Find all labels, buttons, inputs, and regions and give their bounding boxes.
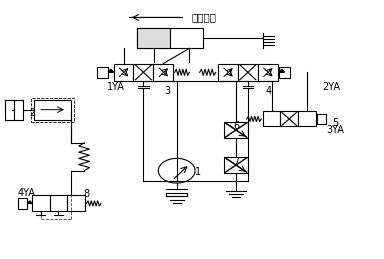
Bar (298, 111, 316, 126)
Bar (32, 196, 50, 211)
Text: 3: 3 (164, 86, 170, 96)
Bar (317, 114, 326, 124)
Bar (67, 196, 85, 211)
Text: 3YA: 3YA (326, 125, 344, 134)
Text: 1: 1 (195, 167, 201, 177)
Text: 2YA: 2YA (323, 82, 341, 92)
Text: 4YA: 4YA (18, 188, 36, 198)
Polygon shape (108, 69, 114, 72)
Bar (153, 63, 173, 81)
Bar (137, 28, 204, 48)
Text: 工作方向: 工作方向 (192, 12, 217, 23)
Polygon shape (279, 69, 285, 72)
Bar (280, 111, 298, 126)
Bar (279, 67, 290, 78)
Bar (31, 98, 74, 122)
Bar (98, 67, 108, 78)
Bar (218, 63, 238, 81)
Polygon shape (28, 201, 32, 203)
Text: 2: 2 (29, 108, 35, 118)
Bar (224, 122, 248, 138)
Bar (34, 100, 71, 120)
Text: 7: 7 (233, 157, 239, 167)
Text: 6: 6 (233, 121, 239, 131)
Bar (18, 198, 28, 209)
Bar (238, 63, 258, 81)
Text: 1YA: 1YA (106, 82, 124, 92)
Text: 8: 8 (84, 189, 90, 199)
Bar (258, 63, 278, 81)
Text: 4: 4 (265, 86, 271, 96)
Bar (263, 111, 280, 126)
Text: 5: 5 (333, 118, 339, 128)
Bar (50, 196, 67, 211)
Circle shape (158, 158, 195, 183)
Bar (134, 63, 153, 81)
Bar (114, 63, 134, 81)
Bar (137, 28, 170, 48)
Bar (224, 157, 248, 173)
